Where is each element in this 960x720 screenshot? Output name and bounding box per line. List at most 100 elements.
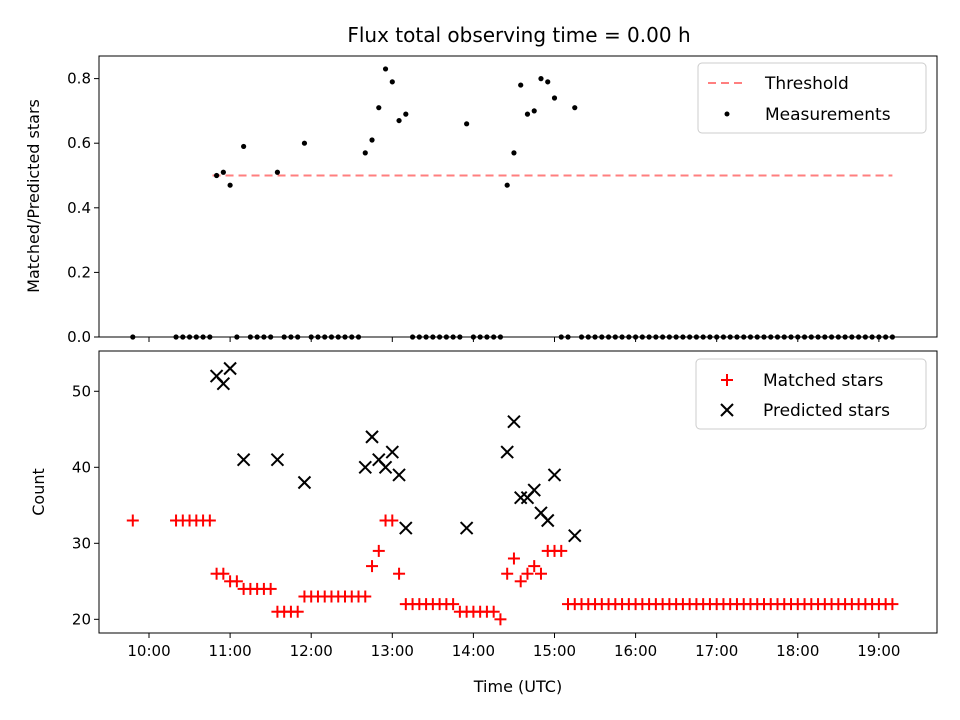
predicted-star-point <box>507 414 521 429</box>
measurement-point <box>213 172 220 179</box>
measurement-point <box>288 334 294 340</box>
measurement-point <box>315 334 321 340</box>
measurement-point <box>457 334 463 340</box>
measurement-point <box>876 334 882 340</box>
matched-star-point <box>359 590 372 603</box>
measurement-point <box>781 334 787 340</box>
count-xtick-label: 17:00 <box>695 642 738 660</box>
measurement-point <box>815 334 821 340</box>
predicted-star-point <box>297 475 312 490</box>
measurement-point <box>477 334 483 340</box>
measurement-point <box>714 334 720 340</box>
measurement-point <box>430 334 436 340</box>
count-y-axis: 20 30 40 50 <box>72 382 99 628</box>
measurement-point <box>774 334 781 340</box>
legend-threshold-label: Threshold <box>764 74 849 94</box>
measurement-point <box>186 334 193 340</box>
count-legend: Matched stars Predicted stars <box>695 358 927 430</box>
measurement-point <box>788 334 794 340</box>
measurement-point <box>801 334 808 340</box>
measurement-point <box>281 334 287 340</box>
matched-star-point <box>230 575 243 588</box>
ratio-ytick-label: 0.0 <box>67 328 91 346</box>
count-ytick-label: 40 <box>72 458 91 476</box>
measurement-point <box>362 150 368 156</box>
measurement-point <box>538 76 544 82</box>
measurement-point <box>761 334 767 340</box>
measurement-point <box>707 334 713 340</box>
predicted-star-point <box>547 468 562 482</box>
measurement-point <box>180 334 186 340</box>
measurement-point <box>322 334 328 340</box>
measurement-point <box>261 334 267 340</box>
measurement-point <box>828 334 835 340</box>
matched-star-point <box>386 514 399 527</box>
predicted-star-point <box>270 452 285 467</box>
count-xtick-label: 10:00 <box>127 642 170 660</box>
measurement-point <box>835 334 841 340</box>
count-legend-box <box>695 358 927 430</box>
measurement-point <box>301 140 308 146</box>
matched-stars-series <box>126 514 899 626</box>
measurement-point <box>653 334 659 340</box>
predicted-star-point <box>236 452 251 467</box>
measurement-point <box>619 334 625 340</box>
measurement-point <box>795 334 801 340</box>
matched-star-point <box>217 567 230 580</box>
matched-star-point <box>501 567 514 580</box>
measurement-point <box>734 334 740 340</box>
measurement-point <box>470 334 476 340</box>
measurement-point <box>883 334 889 340</box>
matched-star-point <box>886 598 899 611</box>
measurement-point <box>437 334 443 340</box>
measurement-point <box>572 105 578 111</box>
measurement-point <box>295 334 301 340</box>
measurement-point <box>741 334 747 340</box>
measurement-point <box>700 334 706 340</box>
measurement-point <box>504 182 510 188</box>
legend-matched-swatch <box>721 374 733 386</box>
matched-star-point <box>203 514 216 527</box>
measurement-point <box>558 334 564 340</box>
measurement-point <box>666 334 672 340</box>
measurement-point <box>403 111 409 117</box>
measurement-point <box>308 334 314 340</box>
legend-measurements-swatch <box>724 111 730 117</box>
predicted-star-point <box>527 483 541 497</box>
measurement-point <box>193 334 199 340</box>
measurement-point <box>355 334 362 340</box>
predicted-star-point <box>541 513 555 528</box>
measurement-point <box>227 182 233 188</box>
measurement-point <box>511 150 517 156</box>
measurement-point <box>869 334 875 340</box>
measurement-point <box>727 334 733 340</box>
count-plot-frame <box>98 350 938 634</box>
measurement-point <box>524 111 531 117</box>
measurement-point <box>687 334 693 340</box>
measurement-point <box>200 334 206 340</box>
count-xtick-label: 16:00 <box>614 642 657 660</box>
measurement-point <box>646 334 652 340</box>
measurement-point <box>416 334 422 340</box>
count-y-label: Count <box>29 468 48 516</box>
measurement-point <box>531 108 537 114</box>
count-xtick-label: 15:00 <box>533 642 576 660</box>
matched-star-point <box>528 560 541 573</box>
x-axis-label: Time (UTC) <box>473 677 562 696</box>
ratio-y-label: Matched/Predicted stars <box>24 99 43 293</box>
predicted-star-point <box>399 521 413 535</box>
measurement-point <box>274 169 281 175</box>
measurement-point <box>551 95 558 101</box>
measurement-point <box>220 169 226 175</box>
measurement-point <box>856 334 862 340</box>
measurement-point <box>130 334 136 340</box>
measurement-point <box>592 334 598 340</box>
predicted-star-point <box>365 430 379 444</box>
measurement-point <box>862 334 868 340</box>
predicted-star-point <box>223 361 237 376</box>
measurement-point <box>849 334 855 340</box>
measurement-point <box>349 334 355 340</box>
measurements-series <box>130 66 895 340</box>
